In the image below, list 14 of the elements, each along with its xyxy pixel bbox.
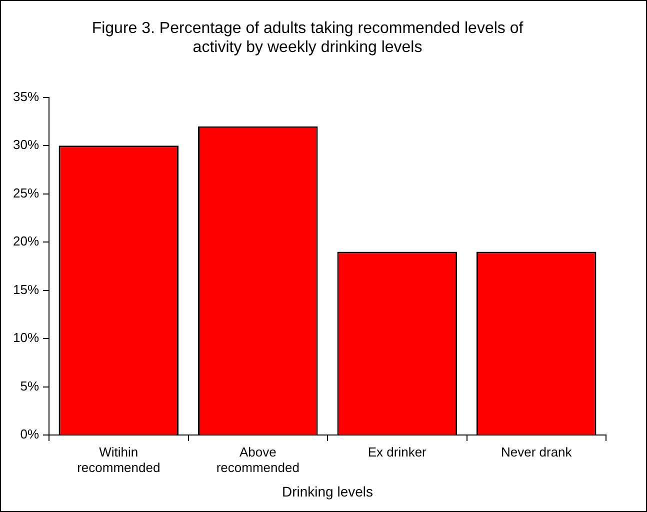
y-tick-label: 10%	[12, 330, 40, 346]
y-tick-label: 30%	[12, 137, 40, 152]
x-tick-label: Witihin recommended	[77, 444, 160, 475]
y-tick-label: 15%	[12, 282, 40, 297]
y-tick-label: 5%	[20, 378, 40, 394]
y-tick-label: 0%	[20, 426, 40, 442]
chart-title: Figure 3. Percentage of adults taking recommended levels of activity by weekly drinking levels	[92, 20, 524, 56]
x-tick-label: Ex drinker	[368, 444, 428, 460]
y-tick-label: 20%	[12, 234, 40, 249]
y-tick-label: 25%	[12, 185, 40, 200]
x-tick-label: Never drank	[500, 444, 572, 460]
x-tick-label: Above recommended	[216, 444, 300, 475]
y-tick-label: 35%	[12, 88, 40, 104]
x-axis-title: Drinking levels	[282, 483, 374, 500]
